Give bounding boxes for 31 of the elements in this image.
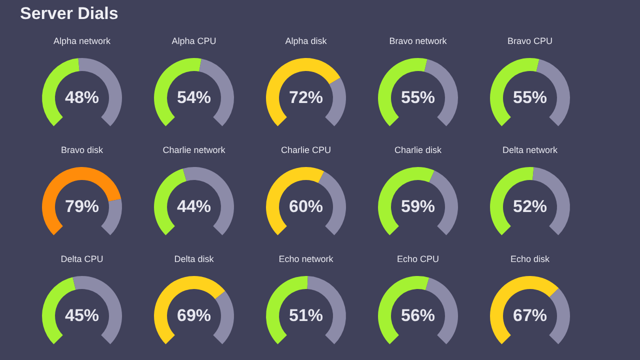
chart-title: Delta CPU bbox=[60, 254, 104, 264]
chart-title: Bravo network bbox=[389, 36, 448, 46]
chart-title: Charlie CPU bbox=[280, 145, 332, 155]
chart-title: Echo network bbox=[278, 254, 334, 264]
data-label: 55% bbox=[400, 88, 436, 107]
data-label: 79% bbox=[64, 197, 100, 216]
data-label: 48% bbox=[64, 88, 100, 107]
data-label: 54% bbox=[176, 88, 212, 107]
chart-title: Charlie disk bbox=[394, 145, 442, 155]
data-label: 59% bbox=[400, 197, 436, 216]
chart-title: Bravo disk bbox=[60, 145, 104, 155]
data-label: 45% bbox=[64, 306, 100, 325]
text: Server Dials bbox=[20, 4, 118, 24]
chart-title: Charlie network bbox=[162, 145, 226, 155]
chart-title: Echo disk bbox=[510, 254, 550, 264]
chart-title: Bravo CPU bbox=[507, 36, 553, 46]
chart-title: Delta network bbox=[502, 145, 558, 155]
data-label: 56% bbox=[400, 306, 436, 325]
chart-title: Alpha network bbox=[53, 36, 112, 46]
chart-title: Alpha disk bbox=[285, 36, 328, 46]
data-label: 51% bbox=[288, 306, 324, 325]
data-label: 52% bbox=[512, 197, 548, 216]
data-label: 69% bbox=[176, 306, 212, 325]
data-label: 67% bbox=[512, 306, 548, 325]
chart-title: Echo CPU bbox=[396, 254, 440, 264]
data-label: 60% bbox=[288, 197, 324, 216]
data-label: 55% bbox=[512, 88, 548, 107]
chart-title: Delta disk bbox=[174, 254, 214, 264]
data-label: 44% bbox=[176, 197, 212, 216]
chart-title: Alpha CPU bbox=[172, 36, 216, 46]
data-label: 72% bbox=[288, 88, 324, 107]
